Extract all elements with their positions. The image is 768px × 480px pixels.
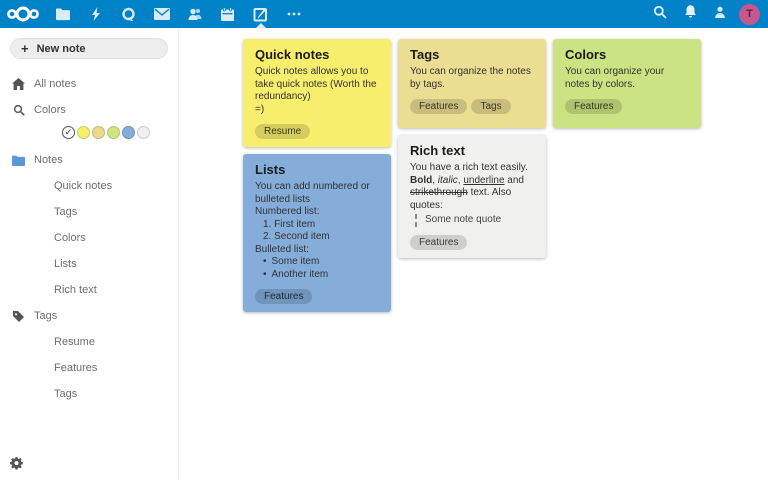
sidebar-sub-item[interactable]: Lists	[54, 258, 77, 270]
color-swatches: ✓	[0, 123, 178, 141]
note-tag-pill: Features	[410, 234, 468, 250]
app-contacts[interactable]	[178, 0, 211, 28]
plus-icon: +	[21, 41, 29, 56]
note-tag-pill: Features	[410, 99, 468, 114]
person-icon	[713, 5, 727, 24]
note-tag-pill: Features	[565, 99, 623, 114]
sidebar-item-label: All notes	[34, 78, 77, 90]
note-card-quick-notes[interactable]: Quick notes Quick notes allows you to tak…	[243, 39, 391, 147]
note-title: Colors	[565, 47, 607, 62]
color-swatch[interactable]	[137, 125, 150, 139]
note-body-line: Quick notes allows you to take quick not…	[255, 66, 377, 102]
calendar-icon	[220, 6, 235, 22]
notes-children: Quick notes Tags Colors Lists Rich text	[0, 173, 178, 303]
color-swatch[interactable]	[92, 125, 105, 139]
note-tags: Resume	[255, 121, 379, 139]
app-mail[interactable]	[145, 0, 178, 28]
app-menu	[46, 0, 310, 28]
mail-icon	[153, 8, 170, 20]
note-body-line: Some item	[255, 256, 379, 269]
note-card-colors[interactable]: Colors You can organize your notes by col…	[553, 39, 701, 128]
note-title: Quick notes	[255, 47, 330, 62]
note-body-line: You can organize your notes by colors.	[565, 66, 665, 90]
note-tag-pill: Features	[255, 289, 313, 304]
app-activity[interactable]	[79, 0, 112, 28]
contacts-menu-button[interactable]	[705, 0, 735, 28]
note-body-line: Bulleted list:	[255, 243, 309, 255]
note-card-lists[interactable]: Lists You can add numbered or bulleted li…	[243, 154, 391, 312]
note-title: Tags	[410, 47, 440, 62]
notes-icon	[253, 6, 269, 22]
note-tags: Features	[255, 286, 379, 304]
sidebar-item-label: Colors	[34, 104, 66, 116]
note-tags: Features	[565, 96, 689, 114]
sidebar-section-tags[interactable]: Tags	[0, 303, 178, 329]
color-swatch[interactable]	[107, 125, 120, 139]
notifications-button[interactable]	[675, 0, 705, 28]
ellipsis-icon	[287, 12, 301, 16]
people-icon	[187, 7, 203, 21]
search-icon	[12, 104, 25, 117]
tags-children: Resume Features Tags	[0, 329, 178, 407]
note-body-line: =)	[255, 103, 265, 115]
app-notes[interactable]	[244, 0, 277, 28]
color-swatch[interactable]	[77, 125, 90, 139]
app-files[interactable]	[46, 0, 79, 28]
sidebar-section-notes[interactable]: Notes	[0, 147, 178, 173]
app-talk[interactable]	[112, 0, 145, 28]
folder-icon	[55, 6, 71, 22]
bell-icon	[684, 4, 697, 24]
sidebar-sub-item[interactable]: Resume	[54, 336, 95, 348]
note-tag-pill: Resume	[255, 124, 311, 139]
talk-icon	[121, 7, 136, 22]
note-title: Lists	[255, 162, 286, 177]
new-note-button[interactable]: + New note	[10, 38, 168, 59]
search-icon	[653, 5, 667, 24]
sidebar-sub-item[interactable]: Tags	[54, 388, 78, 400]
note-body-line: Numbered list:	[255, 206, 320, 217]
tag-icon	[12, 310, 25, 323]
nextcloud-logo[interactable]	[0, 0, 46, 28]
note-body-line: You can add numbered or bulleted lists	[255, 181, 370, 205]
note-body-line: 1. First item	[263, 218, 316, 230]
sidebar-item-all-notes[interactable]: All notes	[0, 71, 178, 97]
app-more[interactable]	[277, 0, 310, 28]
search-button[interactable]	[645, 0, 675, 28]
gear-icon	[9, 457, 23, 475]
note-body-line: Some note quote	[415, 214, 534, 227]
note-tags: Features Tags	[410, 96, 534, 114]
folder-icon	[12, 154, 25, 167]
active-app-indicator	[255, 23, 266, 28]
app-calendar[interactable]	[211, 0, 244, 28]
sidebar: + New note All notes Colors ✓ Notes Quic…	[0, 28, 179, 480]
sidebar-section-label: Tags	[34, 310, 58, 322]
settings-button[interactable]	[8, 457, 24, 475]
top-bar: T	[0, 0, 768, 28]
note-body-line: 2. Second item	[263, 231, 330, 242]
sidebar-sub-item[interactable]: Rich text	[54, 284, 97, 296]
note-card-tags[interactable]: Tags You can organize the notes by tags. F…	[398, 39, 546, 128]
notes-grid: Quick notes Quick notes allows you to tak…	[180, 28, 768, 480]
color-swatch[interactable]: ✓	[62, 125, 75, 139]
sidebar-sub-item[interactable]: Colors	[54, 232, 86, 244]
sidebar-sub-item[interactable]: Quick notes	[54, 180, 113, 192]
sidebar-section-label: Notes	[34, 154, 63, 166]
note-tags: Features	[410, 232, 534, 250]
avatar[interactable]: T	[739, 3, 760, 25]
note-body-line: Another item	[255, 269, 379, 282]
sidebar-item-colors[interactable]: Colors	[0, 97, 178, 123]
note-body-line: You have a rich text easily. Bold, itali…	[410, 162, 528, 211]
sidebar-sub-item[interactable]: Features	[54, 362, 98, 374]
topbar-right: T	[645, 0, 768, 28]
note-body-line: You can organize the notes by tags.	[410, 66, 531, 90]
new-note-label: New note	[36, 42, 86, 55]
color-swatch[interactable]	[122, 125, 135, 139]
note-title: Rich text	[410, 143, 465, 158]
note-card-rich-text[interactable]: Rich text You have a rich text easily. Bo…	[398, 135, 546, 258]
lightning-icon	[89, 6, 103, 22]
note-tag-pill: Tags	[471, 99, 511, 114]
home-icon	[12, 78, 25, 91]
sidebar-sub-item[interactable]: Tags	[54, 206, 78, 218]
